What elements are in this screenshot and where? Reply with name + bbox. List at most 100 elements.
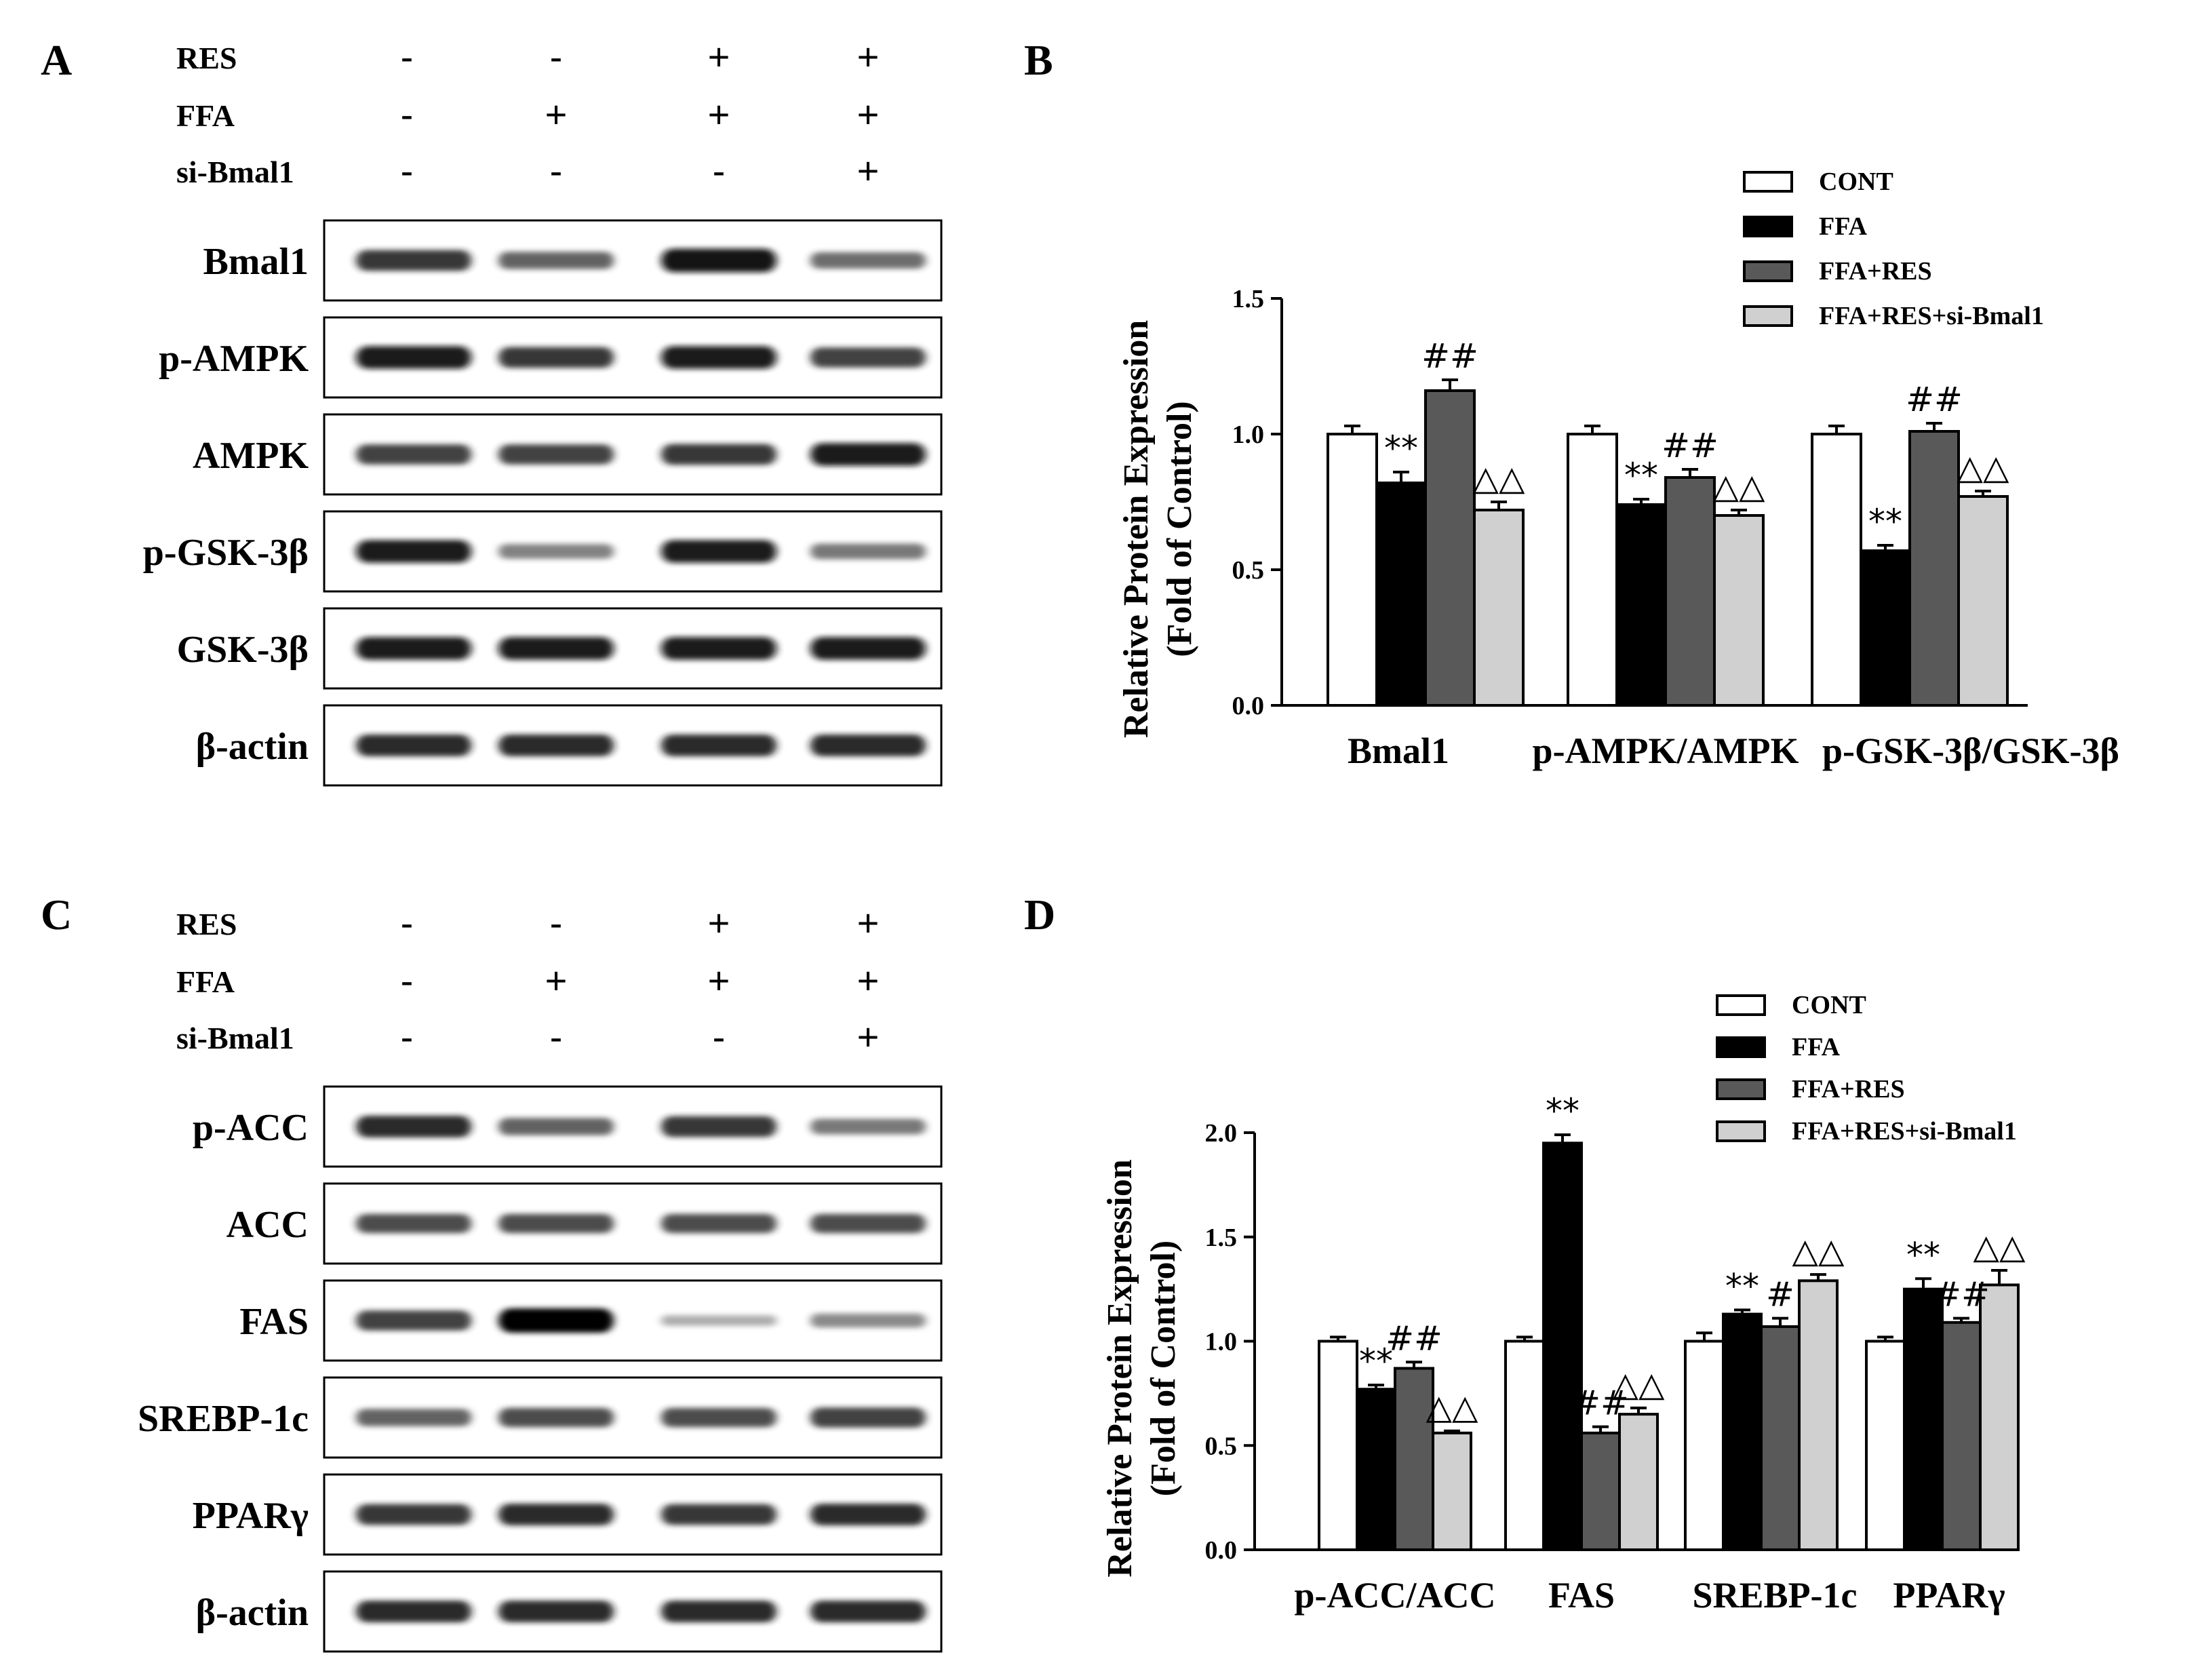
condition-sign: - xyxy=(401,35,414,78)
blot-band xyxy=(661,248,777,273)
legend-swatch xyxy=(1743,260,1793,282)
blot-label: p-ACC xyxy=(193,1107,309,1149)
bar xyxy=(1979,1283,2020,1551)
panel-c-western-blot: RES - - + + FFA - + + + si-Bmal1 - - - + p-ACC ACC FAS SRE… xyxy=(138,901,943,1653)
category-label: PPARγ xyxy=(1893,1575,2005,1616)
bar xyxy=(1394,1367,1434,1551)
blot-band xyxy=(498,544,614,559)
blot-band xyxy=(661,1600,777,1623)
legend-swatch xyxy=(1716,1120,1766,1142)
condition-label: RES xyxy=(176,41,237,75)
blot-band xyxy=(356,1213,471,1234)
bar xyxy=(1811,433,1862,707)
significance-mark: △△ xyxy=(1973,1227,2026,1266)
condition-sign: + xyxy=(545,93,568,136)
bar xyxy=(1473,509,1525,707)
panel-label-c: C xyxy=(41,891,72,939)
blot-band xyxy=(661,444,777,465)
bar xyxy=(1567,433,1618,707)
blot-band xyxy=(661,1504,777,1525)
legend-label: FFA+RES xyxy=(1819,257,1932,286)
bar xyxy=(1664,476,1716,707)
significance-mark: ** xyxy=(1384,429,1418,468)
significance-mark: △△ xyxy=(1473,458,1525,498)
y-tick-label: 0.0 xyxy=(1232,692,1265,720)
significance-mark: △△ xyxy=(1713,467,1765,506)
blot-band xyxy=(498,734,614,757)
y-axis-label: Relative Protein Expression xyxy=(1101,1159,1139,1577)
significance-mark: ** xyxy=(1906,1235,1940,1274)
legend-label: FFA+RES+si-Bmal1 xyxy=(1792,1117,2017,1146)
y-axis-label: (Fold of Control) xyxy=(1144,1241,1183,1496)
blot-band xyxy=(356,346,471,369)
y-tick-label: 1.0 xyxy=(1232,421,1265,449)
condition-sign: + xyxy=(857,149,880,192)
blot-band xyxy=(356,637,471,660)
blot-band xyxy=(356,1504,471,1525)
y-tick-label: 0.5 xyxy=(1205,1432,1238,1460)
significance-mark: △△ xyxy=(1426,1388,1478,1427)
bar xyxy=(1615,503,1667,707)
significance-mark: △△ xyxy=(1613,1365,1665,1404)
legend-label: FFA+RES+si-Bmal1 xyxy=(1819,302,2044,330)
condition-sign: + xyxy=(857,959,880,1002)
significance-mark: △△ xyxy=(1792,1231,1845,1270)
blot-band xyxy=(810,1313,926,1328)
bar xyxy=(1542,1141,1583,1551)
blot-band xyxy=(661,346,777,369)
legend-label: FFA+RES xyxy=(1792,1075,1905,1103)
blot-band xyxy=(810,543,926,560)
condition-label: si-Bmal1 xyxy=(176,155,294,189)
bar xyxy=(1318,1340,1358,1551)
blot-label: PPARγ xyxy=(193,1495,309,1537)
legend-label: CONT xyxy=(1819,168,1893,196)
bar xyxy=(1941,1321,1982,1551)
bar xyxy=(1432,1431,1472,1552)
bar xyxy=(1327,433,1378,707)
significance-mark: # xyxy=(1766,1275,1794,1314)
blot-band xyxy=(356,1600,471,1623)
blot-band xyxy=(356,734,471,757)
panel-b-bar-chart: 0.0 0.5 1.0 1.5 Relative Protein Expression(… xyxy=(1117,168,2119,771)
significance-mark: △△ xyxy=(1957,448,2009,487)
blot-band xyxy=(498,1503,614,1526)
condition-sign: - xyxy=(550,35,563,78)
condition-label: FFA xyxy=(176,964,235,999)
significance-mark: ** xyxy=(1725,1266,1759,1306)
significance-mark: ## xyxy=(1572,1384,1629,1423)
condition-label: RES xyxy=(176,907,237,941)
bar xyxy=(1356,1388,1396,1552)
blot-band xyxy=(356,250,471,271)
condition-sign: - xyxy=(401,93,414,136)
bar xyxy=(1860,549,1911,707)
condition-sign: + xyxy=(857,901,880,944)
blot-band xyxy=(661,1213,777,1234)
blot-label: p-AMPK xyxy=(159,338,309,380)
panel-label-d: D xyxy=(1024,891,1055,939)
blot-band xyxy=(498,637,614,660)
blot-band xyxy=(498,1118,614,1135)
bar xyxy=(1580,1431,1621,1552)
blot-band xyxy=(661,637,777,660)
blot-band xyxy=(810,1213,926,1234)
significance-mark: ** xyxy=(1624,456,1658,495)
condition-sign: - xyxy=(550,901,563,944)
condition-sign: - xyxy=(401,959,414,1002)
blot-band xyxy=(810,734,926,757)
category-label: p-GSK-3β/GSK-3β xyxy=(1822,730,2119,771)
legend-swatch xyxy=(1716,1036,1766,1058)
legend-label: FFA xyxy=(1819,212,1868,241)
condition-label: FFA xyxy=(176,98,235,133)
condition-sign: + xyxy=(857,93,880,136)
panel-label-a: A xyxy=(41,36,72,84)
y-axis-label: (Fold of Control) xyxy=(1160,401,1199,657)
category-label: SREBP-1c xyxy=(1693,1575,1858,1616)
legend-label: FFA xyxy=(1792,1033,1841,1061)
condition-sign: + xyxy=(708,93,730,136)
blot-band xyxy=(498,1407,614,1428)
bar xyxy=(1722,1312,1763,1552)
y-tick-label: 1.0 xyxy=(1205,1328,1238,1356)
blot-band xyxy=(356,444,471,465)
condition-sign: + xyxy=(857,35,880,78)
significance-mark: ** xyxy=(1359,1342,1393,1381)
